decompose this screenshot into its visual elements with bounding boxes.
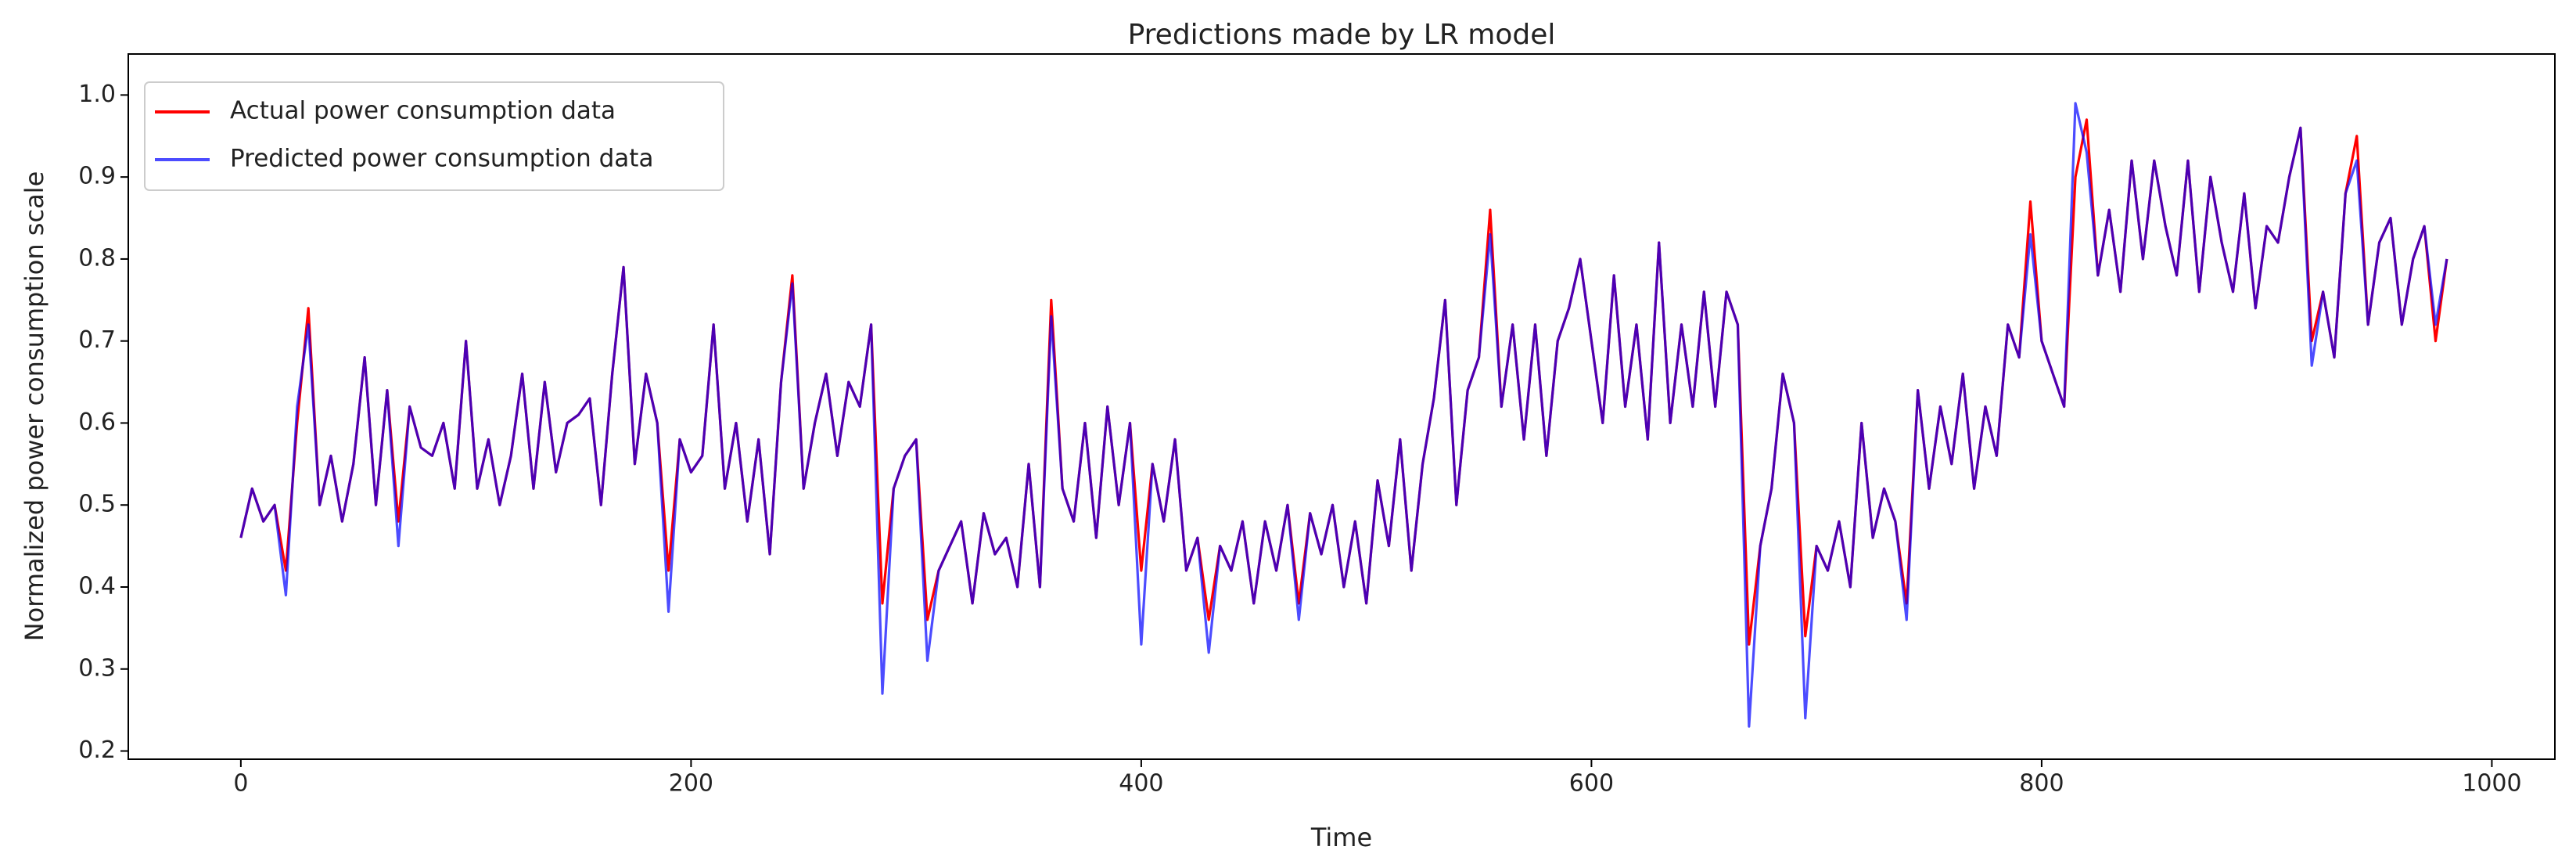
y-tick-label: 1.0 [78,81,116,108]
legend: Actual power consumption data Predicted p… [144,81,724,191]
plot-frame [128,53,2556,760]
x-tick-label: 800 [2019,770,2064,798]
y-tick-label: 0.9 [78,163,116,190]
series-line [239,118,2448,646]
chart-title: Predictions made by LR model [1128,19,1556,51]
y-tick-label: 0.4 [78,572,116,600]
legend-label: Predicted power consumption data [230,145,653,173]
y-tick-label: 0.6 [78,409,116,436]
y-axis-label: Normalized power consumption scale [20,171,49,642]
legend-label: Actual power consumption data [230,97,616,125]
legend-box [144,81,724,191]
y-tick-label: 0.5 [78,491,116,518]
y-tick-label: 0.7 [78,326,116,354]
y-tick-label: 0.3 [78,654,116,682]
plot-area [239,102,2448,728]
y-tick-label: 0.8 [78,244,116,272]
series-line [239,102,2448,728]
x-axis-label: Time [1310,823,1372,852]
y-tick-label: 0.2 [78,737,116,764]
x-tick-label: 0 [233,770,248,798]
x-tick-label: 600 [1569,770,1614,798]
x-tick-label: 400 [1119,770,1163,798]
x-tick-label: 200 [669,770,713,798]
x-tick-label: 1000 [2462,770,2521,798]
